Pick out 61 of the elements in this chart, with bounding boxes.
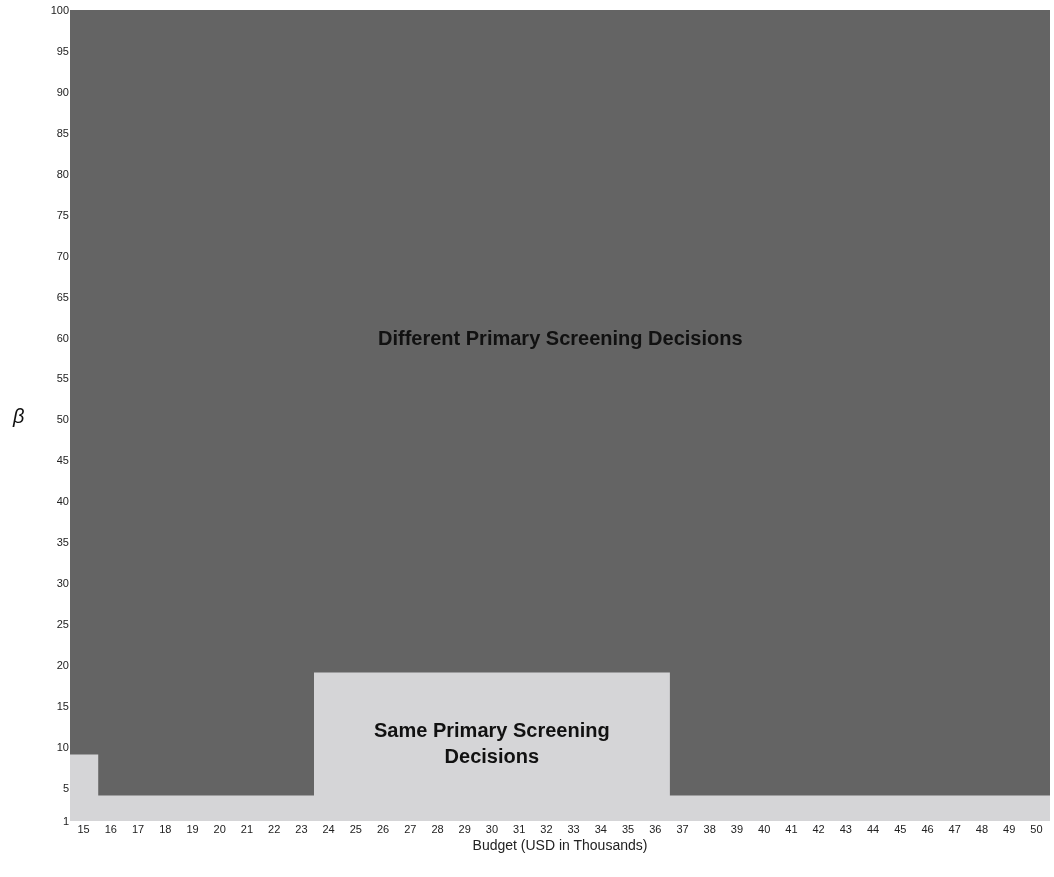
x-tick-label: 24: [322, 823, 335, 835]
x-tick-label: 15: [77, 823, 90, 835]
x-tick-label: 30: [485, 823, 499, 835]
x-tick-label: 38: [703, 823, 716, 835]
y-tick-label: 25: [56, 618, 69, 631]
x-tick-label: 17: [131, 823, 145, 835]
x-tick-label: 26: [376, 823, 390, 835]
x-tick-label: 16: [104, 823, 117, 835]
x-tick-label: 44: [866, 823, 880, 835]
x-tick-label: 50: [1030, 823, 1043, 835]
y-tick-label: 35: [56, 536, 69, 549]
x-tick-label: 42: [812, 823, 825, 835]
x-tick-label: 34: [594, 823, 607, 835]
x-tick-label: 23: [295, 823, 308, 835]
x-tick-label: 47: [948, 823, 961, 835]
y-tick-label: 100: [50, 3, 69, 16]
y-tick-label: 45: [56, 454, 69, 467]
x-tick-label: 18: [159, 823, 172, 835]
x-tick-label: 39: [730, 823, 744, 835]
x-axis-title: Budget (USD in Thousands): [472, 837, 648, 854]
y-tick-label: 60: [56, 331, 69, 344]
x-tick-label: 37: [676, 823, 689, 835]
x-tick-label: 35: [621, 823, 635, 835]
x-tick-label: 22: [268, 823, 281, 835]
x-tick-label: 46: [921, 823, 934, 835]
y-tick-label: 1: [62, 814, 69, 827]
y-tick-label: 30: [56, 577, 69, 590]
x-tick-label: 33: [567, 823, 580, 835]
series-label: Same Primary Screening Decisions: [374, 719, 610, 767]
x-tick-label: 40: [758, 823, 771, 835]
x-tick-label: 41: [785, 823, 798, 835]
y-tick-label: 15: [56, 700, 69, 713]
x-tick-label: 31: [513, 823, 526, 835]
y-tick-label: 50: [56, 413, 69, 426]
x-tick-label: 21: [240, 823, 254, 835]
y-tick-label: 75: [56, 208, 69, 221]
y-tick-label: 65: [56, 290, 69, 303]
x-tick-label: 48: [975, 823, 989, 835]
x-tick-label: 20: [213, 823, 226, 835]
x-tick-label: 29: [458, 823, 471, 835]
x-tick-label: 19: [186, 823, 199, 835]
y-tick-label: 10: [56, 741, 69, 754]
y-tick-label: 80: [56, 167, 69, 180]
x-tick-label: 36: [649, 823, 662, 835]
y-tick-label: 40: [56, 495, 69, 508]
y-tick-label: 90: [56, 85, 69, 98]
x-tick-label: 32: [540, 823, 553, 835]
y-axis-title: β: [12, 405, 25, 427]
y-tick-label: 5: [62, 782, 69, 795]
x-tick-label: 49: [1003, 823, 1016, 835]
y-tick-label: 85: [56, 126, 69, 139]
y-tick-label: 55: [56, 372, 69, 385]
y-tick-label: 20: [56, 659, 69, 672]
x-tick-label: 45: [894, 823, 907, 835]
x-tick-label: 28: [431, 823, 444, 835]
band-label: Different Primary Screening Decisions: [378, 327, 743, 349]
y-tick-label: 95: [56, 44, 69, 57]
x-tick-label: 27: [404, 823, 417, 835]
y-tick-label: 70: [56, 249, 69, 262]
x-tick-label: 25: [349, 823, 362, 835]
x-tick-label: 43: [839, 823, 852, 835]
